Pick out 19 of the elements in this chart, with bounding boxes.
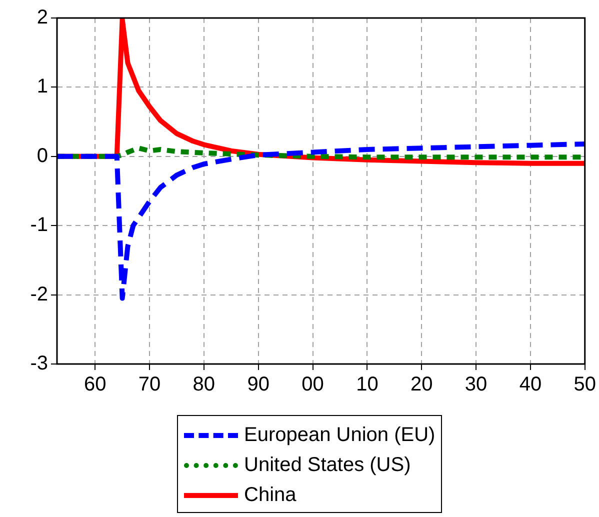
x-tick-label: 90 xyxy=(247,374,270,396)
x-tick-label: 30 xyxy=(464,374,488,396)
x-tick-label: 80 xyxy=(192,374,216,396)
x-tick-label: 10 xyxy=(356,374,378,396)
y-tick-label: 0 xyxy=(36,144,48,167)
x-tick-label: 60 xyxy=(84,374,106,396)
x-tick-label: 40 xyxy=(519,374,542,396)
x-tick-label: 20 xyxy=(410,374,433,396)
y-tick-label: -2 xyxy=(30,283,48,306)
y-tick-label: -3 xyxy=(30,352,48,375)
x-tick-label: 70 xyxy=(138,374,161,396)
y-tick-label: 2 xyxy=(36,6,48,29)
legend-label: European Union (EU) xyxy=(244,423,436,448)
legend-label: China xyxy=(244,483,296,508)
y-tick-label: -1 xyxy=(30,214,48,236)
x-tick-label: 50 xyxy=(574,374,596,396)
y-tick-label: 1 xyxy=(36,76,48,98)
legend-label: United States (US) xyxy=(244,453,411,478)
x-tick-label: 00 xyxy=(302,374,324,396)
